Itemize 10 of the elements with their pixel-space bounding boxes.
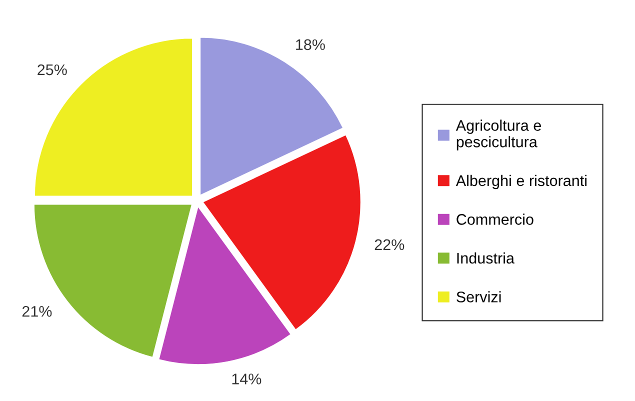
data-label: 14% bbox=[232, 374, 262, 384]
data-label: 21% bbox=[22, 306, 52, 317]
legend-label: Alberghi e ristoranti bbox=[456, 174, 586, 190]
data-label: 22% bbox=[374, 239, 404, 250]
legend-label: Industria bbox=[457, 252, 514, 264]
data-label: 18% bbox=[296, 39, 325, 50]
legend-label: Agricoltura e pescicultura bbox=[456, 120, 541, 150]
legend-label: Servizi bbox=[456, 291, 501, 302]
legend-label: Commercio bbox=[456, 214, 534, 225]
data-label: 25% bbox=[38, 64, 67, 76]
